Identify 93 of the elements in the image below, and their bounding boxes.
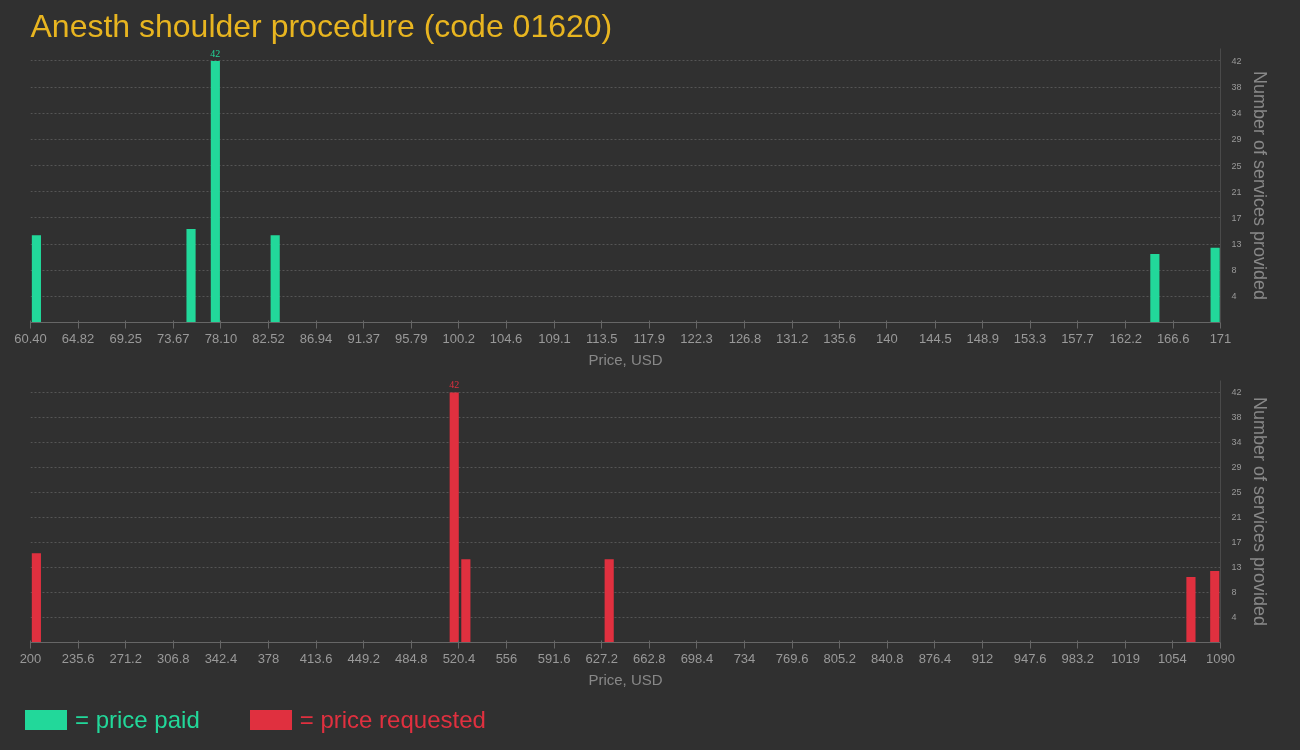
y-tick-label: 4	[1231, 612, 1237, 623]
x-tick-label: 69.25	[109, 330, 142, 346]
x-tick-label: 82.52	[252, 330, 285, 346]
bar	[210, 60, 220, 323]
x-tick-label: 449.2	[347, 650, 380, 666]
x-tick-label: 947.6	[1013, 650, 1047, 666]
bar	[449, 392, 459, 643]
bar	[1210, 571, 1220, 643]
x-tick-label: 520.4	[442, 650, 476, 666]
bar	[1210, 247, 1220, 323]
x-tick-label: 113.5	[586, 330, 618, 346]
x-tick-label: 166.6	[1156, 330, 1190, 346]
x-tick-label: 78.10	[204, 330, 238, 346]
x-tick-label: 109.1	[538, 330, 571, 346]
x-tick-label: 413.6	[299, 650, 333, 666]
data-label: 42	[449, 379, 460, 391]
y-tick-label: 29	[1231, 462, 1242, 473]
x-tick-label: 171	[1209, 330, 1232, 346]
y-tick-label: 29	[1231, 134, 1242, 145]
x-tick-label: 484.8	[395, 650, 428, 666]
y-tick-label: 8	[1231, 265, 1237, 276]
x-tick-label: 840.8	[871, 650, 904, 666]
x-tick-label: 342.4	[204, 650, 238, 666]
y-axis-title: Number of services provided	[1249, 70, 1270, 301]
x-tick-label: 86.94	[299, 330, 333, 346]
x-tick-label: 662.8	[633, 650, 666, 666]
chart-title: Anesth shoulder procedure (code 01620)	[30, 7, 613, 44]
x-tick-label: 378	[257, 650, 280, 666]
y-tick-label: 13	[1231, 562, 1242, 573]
x-tick-label: 91.37	[347, 330, 380, 346]
x-tick-label: 144.5	[919, 330, 952, 346]
data-label: 42	[210, 47, 221, 59]
x-tick-label: 805.2	[823, 650, 856, 666]
x-tick-label: 1054	[1157, 650, 1187, 666]
legend-label: = price requested	[299, 705, 486, 735]
x-tick-label: 153.3	[1013, 330, 1047, 346]
legend-label: = price paid	[75, 705, 200, 735]
y-tick-label: 25	[1231, 487, 1242, 498]
x-tick-label: 162.2	[1109, 330, 1143, 346]
bar	[604, 559, 614, 643]
x-tick-label: 100.2	[442, 330, 476, 346]
bar	[270, 235, 280, 323]
x-tick-label: 1090	[1206, 650, 1235, 666]
x-tick-label: 591.6	[537, 650, 571, 666]
x-tick-label: 734	[733, 650, 756, 666]
x-tick-label: 73.67	[157, 330, 190, 346]
x-tick-label: 126.8	[728, 330, 762, 346]
x-tick-label: 627.2	[585, 650, 618, 666]
y-tick-label: 17	[1231, 212, 1242, 223]
y-tick-label: 25	[1231, 160, 1242, 171]
x-tick-label: 140	[876, 330, 898, 346]
y-tick-label: 42	[1231, 55, 1242, 66]
x-axis-title: Price, USD	[588, 670, 663, 688]
y-tick-label: 21	[1231, 512, 1242, 523]
y-tick-label: 34	[1231, 437, 1242, 448]
y-axis-title: Number of services provided	[1249, 396, 1270, 627]
x-tick-label: 1019	[1111, 650, 1141, 666]
bar	[31, 235, 41, 323]
x-tick-label: 769.6	[775, 650, 809, 666]
x-tick-label: 60.40	[14, 330, 47, 346]
x-tick-label: 117.9	[633, 330, 665, 346]
x-tick-label: 95.79	[395, 330, 428, 346]
x-tick-label: 200	[19, 650, 42, 666]
x-tick-label: 122.3	[680, 330, 713, 346]
bar	[461, 559, 471, 643]
y-tick-label: 13	[1231, 239, 1242, 250]
x-tick-label: 698.4	[680, 650, 714, 666]
y-tick-label: 17	[1231, 537, 1242, 548]
x-tick-label: 876.4	[918, 650, 952, 666]
bar	[1186, 577, 1196, 643]
x-tick-label: 271.2	[109, 650, 142, 666]
x-tick-label: 556	[495, 650, 518, 666]
y-tick-label: 8	[1231, 587, 1237, 598]
x-tick-label: 148.9	[966, 330, 999, 346]
x-axis-title: Price, USD	[588, 350, 663, 368]
x-tick-label: 306.8	[157, 650, 190, 666]
x-tick-label: 235.6	[61, 650, 95, 666]
x-tick-label: 104.6	[489, 330, 523, 346]
x-tick-label: 64.82	[61, 330, 95, 346]
bar	[186, 229, 196, 323]
y-tick-label: 34	[1231, 108, 1242, 119]
y-tick-label: 4	[1231, 291, 1237, 302]
bar	[1150, 254, 1160, 323]
x-tick-label: 912	[971, 650, 994, 666]
x-tick-label: 131.2	[776, 330, 809, 346]
x-tick-label: 983.2	[1061, 650, 1094, 666]
y-tick-label: 38	[1231, 412, 1242, 423]
y-tick-label: 21	[1231, 186, 1242, 197]
x-tick-label: 135.6	[823, 330, 856, 346]
y-tick-label: 42	[1231, 387, 1242, 398]
x-tick-label: 157.7	[1061, 330, 1094, 346]
y-tick-label: 38	[1231, 82, 1242, 93]
bar	[31, 553, 41, 643]
